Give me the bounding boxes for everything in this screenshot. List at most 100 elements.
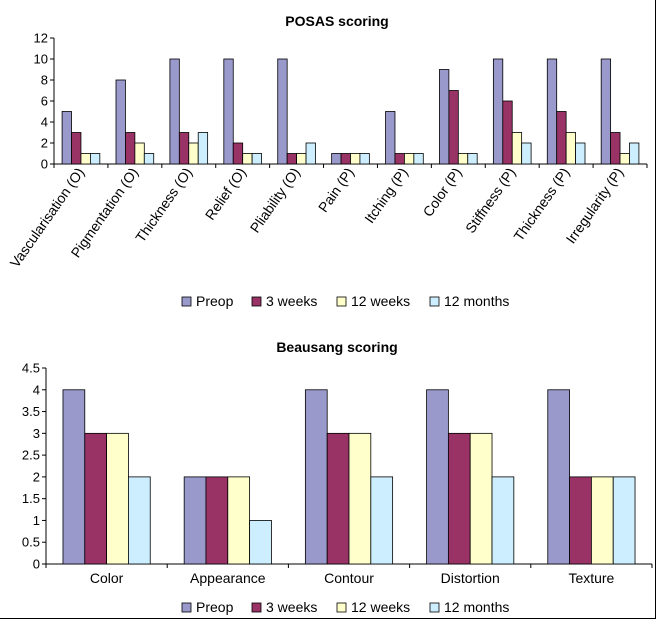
legend: Preop 3 weeks 12 weeks 12 months	[182, 599, 509, 615]
legend-swatch	[252, 297, 261, 306]
x-category-label: Pliability (O)	[247, 165, 303, 236]
bar	[468, 154, 477, 165]
bar	[135, 143, 144, 164]
bar	[85, 433, 107, 564]
y-tick-label: 1	[33, 513, 40, 528]
bar	[250, 520, 272, 564]
x-category-label: Relief (O)	[202, 165, 249, 223]
bar	[228, 477, 250, 564]
x-category-label: Color	[90, 570, 124, 586]
bar	[349, 433, 371, 564]
bar	[404, 154, 413, 165]
legend-swatch	[430, 297, 439, 306]
legend-swatch	[337, 603, 346, 612]
y-tick-label: 0	[33, 557, 40, 572]
legend-label: Preop	[196, 293, 234, 309]
bar	[566, 133, 575, 165]
y-tick-label: 4	[33, 382, 40, 397]
bar	[224, 59, 233, 164]
bar	[144, 154, 153, 165]
bar	[427, 390, 449, 564]
x-category-label: Contour	[324, 570, 374, 586]
x-category-label: Texture	[568, 570, 614, 586]
posas-chart-title: POSAS scoring	[285, 13, 388, 29]
y-tick-label: 4	[41, 115, 48, 130]
bar	[90, 154, 99, 165]
bar	[297, 154, 306, 165]
legend-swatch	[182, 297, 191, 306]
bar	[557, 112, 566, 165]
bar	[243, 154, 252, 165]
bar	[360, 154, 369, 165]
y-tick-label: 4.5	[22, 361, 40, 376]
bar	[439, 70, 448, 165]
bar	[198, 133, 207, 165]
bar	[414, 154, 423, 165]
bar	[252, 154, 261, 165]
bar	[522, 143, 531, 164]
bar	[179, 133, 188, 165]
bar	[116, 80, 125, 164]
bar	[107, 433, 129, 564]
y-tick-label: 0.5	[22, 535, 40, 550]
legend-swatch	[252, 603, 261, 612]
bar	[492, 477, 514, 564]
bar	[128, 477, 150, 564]
bar	[613, 477, 635, 564]
x-category-label: Distortion	[441, 570, 500, 586]
y-tick-label: 0	[41, 157, 48, 172]
y-tick-label: 8	[41, 73, 48, 88]
bar	[470, 433, 492, 564]
y-tick-label: 2	[41, 136, 48, 151]
bar	[458, 154, 467, 165]
y-tick-label: 2	[33, 469, 40, 484]
bar	[332, 154, 341, 165]
bar	[611, 133, 620, 165]
x-category-label: Pain (P)	[315, 165, 357, 216]
bar	[493, 59, 502, 164]
y-tick-label: 3	[33, 426, 40, 441]
bar	[629, 143, 638, 164]
bar	[287, 154, 296, 165]
x-category-label: Stiffness (P)	[462, 165, 519, 236]
bar	[341, 154, 350, 165]
x-category-label: Appearance	[190, 570, 266, 586]
bar	[184, 477, 206, 564]
bar	[278, 59, 287, 164]
x-category-label: Itching (P)	[361, 165, 411, 226]
bar	[448, 433, 470, 564]
legend-label: 12 months	[444, 599, 509, 615]
y-tick-label: 10	[34, 52, 48, 67]
bar	[206, 477, 228, 564]
bar	[233, 143, 242, 164]
bar	[395, 154, 404, 165]
y-tick-label: 1.5	[22, 491, 40, 506]
bar	[449, 91, 458, 165]
bar	[547, 59, 556, 164]
bar	[72, 133, 81, 165]
bar	[576, 143, 585, 164]
legend-swatch	[337, 297, 346, 306]
legend: Preop 3 weeks 12 weeks 12 months	[182, 293, 509, 309]
bar	[371, 477, 393, 564]
legend-label: 3 weeks	[266, 599, 317, 615]
y-tick-label: 6	[41, 94, 48, 109]
bar	[305, 390, 327, 564]
bar	[327, 433, 349, 564]
legend-swatch	[182, 603, 191, 612]
bar	[63, 390, 85, 564]
bar	[591, 477, 613, 564]
x-category-label: Color (P)	[420, 165, 465, 220]
bar	[170, 59, 179, 164]
legend-swatch	[430, 603, 439, 612]
bar	[386, 112, 395, 165]
y-tick-label: 3.5	[22, 404, 40, 419]
bar	[512, 133, 521, 165]
bar	[189, 143, 198, 164]
y-tick-label: 2.5	[22, 448, 40, 463]
beausang-chart: 0 0.5 1 1.5 2 2.5 3 3.5 4 4.5 Color Appearance Conto…	[22, 361, 652, 616]
bar	[125, 133, 134, 165]
legend-label: 12 weeks	[351, 599, 410, 615]
bar	[503, 101, 512, 164]
